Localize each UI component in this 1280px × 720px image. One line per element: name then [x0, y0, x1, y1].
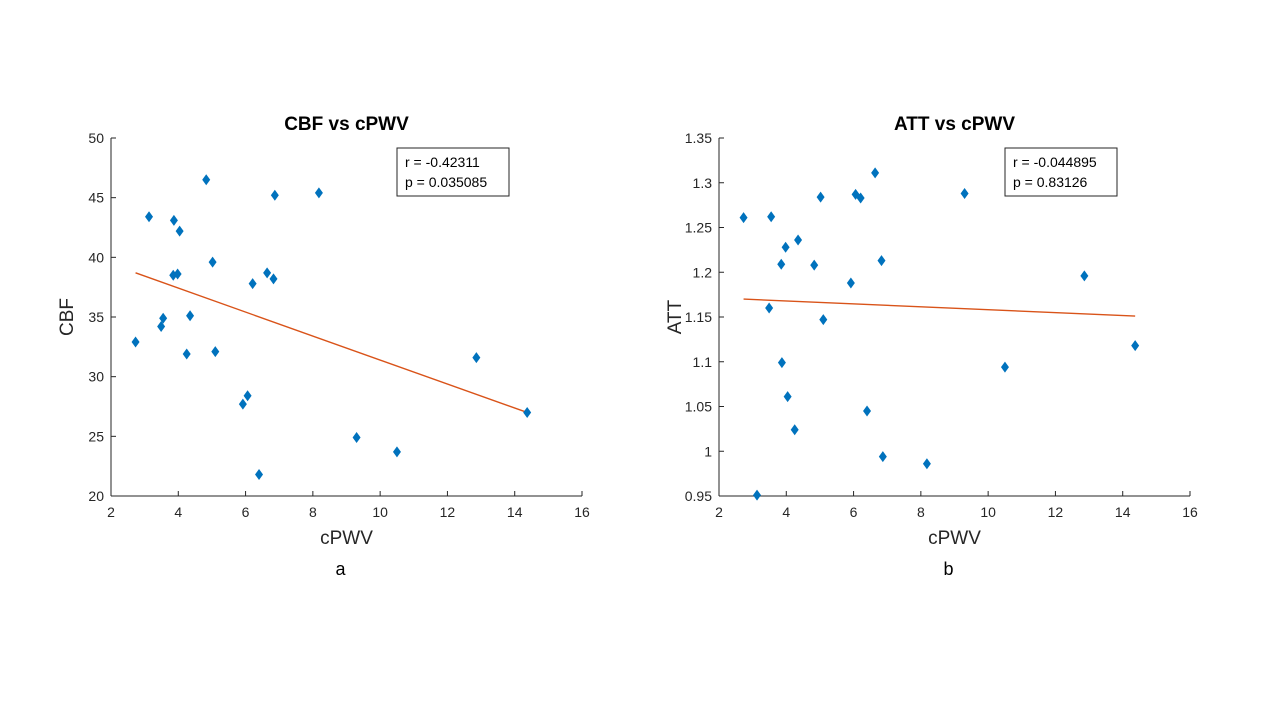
data-point: [157, 321, 166, 333]
data-point: [819, 314, 828, 326]
x-tick-label: 10: [372, 504, 388, 520]
data-point: [472, 352, 481, 364]
x-tick-label: 2: [107, 504, 115, 520]
chart-title: ATT vs cPWV: [894, 114, 1015, 135]
y-tick-label: 1: [704, 443, 712, 459]
data-point: [202, 174, 211, 186]
panel-label: a: [335, 559, 346, 579]
x-tick-label: 12: [440, 504, 456, 520]
chart-cbf-vs-cpwv: 2 4 6 8 10 12 14 16 20 25 30 35 40 45 50 CBF vs cPWV cPW…: [57, 114, 590, 579]
y-tick-label: 35: [88, 309, 104, 325]
data-point: [777, 258, 786, 270]
x-tick-label: 16: [574, 504, 590, 520]
data-point: [1080, 270, 1089, 282]
data-point: [186, 310, 195, 322]
x-tick-label: 14: [1115, 504, 1131, 520]
panel-label: b: [943, 559, 953, 579]
x-tick-label: 8: [917, 504, 925, 520]
data-point: [269, 273, 278, 285]
y-tick-label: 0.95: [685, 488, 712, 504]
data-point: [523, 406, 532, 418]
data-point: [783, 391, 792, 403]
x-tick-label: 4: [782, 504, 790, 520]
chart-title: CBF vs cPWV: [284, 114, 409, 135]
data-point: [765, 302, 774, 314]
y-tick-label: 40: [88, 249, 104, 265]
data-point: [753, 489, 762, 501]
x-tick-label: 10: [980, 504, 996, 520]
stats-r-value: r = -0.044895: [1013, 154, 1097, 170]
stats-box: [396, 147, 510, 197]
data-point: [159, 312, 168, 324]
y-axis-title: ATT: [665, 299, 686, 334]
data-point: [238, 398, 247, 410]
data-point: [145, 211, 154, 223]
fit-line: [135, 272, 528, 414]
data-point: [211, 346, 220, 358]
y-tick-label: 1.25: [685, 220, 712, 236]
x-tick-label: 12: [1048, 504, 1064, 520]
data-point: [175, 225, 184, 237]
data-point: [314, 187, 323, 199]
y-tick-label: 30: [88, 369, 104, 385]
data-point: [767, 211, 776, 223]
data-point: [794, 234, 803, 246]
data-point: [255, 469, 264, 481]
chart-att-vs-cpwv: 2 4 6 8 10 12 14 16 0.95 1 1.05 1.1 1.15 1.2 1.25 1.3 1.…: [665, 114, 1198, 579]
data-point: [173, 268, 182, 280]
data-point: [263, 267, 272, 279]
data-point: [846, 277, 855, 289]
y-axis-title: CBF: [57, 298, 78, 336]
data-point: [243, 390, 252, 402]
data-point: [877, 255, 886, 267]
x-tick-label: 6: [850, 504, 858, 520]
x-tick-label: 14: [507, 504, 523, 520]
data-point: [208, 256, 217, 268]
x-axis-title: cPWV: [320, 528, 373, 549]
data-point: [856, 192, 865, 204]
stats-box: [1004, 147, 1118, 197]
data-point: [739, 212, 748, 224]
y-tick-label: 20: [88, 488, 104, 504]
x-tick-label: 8: [309, 504, 317, 520]
y-tick-label: 45: [88, 190, 104, 206]
data-point: [1131, 340, 1140, 352]
data-point: [131, 336, 140, 348]
data-point: [960, 187, 969, 199]
stats-p-value: p = 0.035085: [405, 174, 487, 190]
data-point: [169, 214, 178, 226]
y-tick-label: 1.3: [693, 175, 713, 191]
stats-r-value: r = -0.42311: [405, 154, 480, 170]
x-tick-label: 2: [715, 504, 723, 520]
data-point: [810, 259, 819, 271]
data-point: [777, 357, 786, 369]
y-tick-label: 1.15: [685, 309, 712, 325]
fit-line: [743, 298, 1136, 317]
y-tick-label: 25: [88, 428, 104, 444]
stats-p-value: p = 0.83126: [1013, 174, 1088, 190]
x-tick-label: 6: [242, 504, 250, 520]
y-tick-label: 1.1: [693, 354, 713, 370]
data-point: [1000, 361, 1009, 373]
data-point: [878, 451, 887, 463]
data-point: [922, 458, 931, 470]
y-tick-label: 50: [88, 130, 104, 146]
data-point: [270, 189, 279, 201]
y-tick-label: 1.2: [693, 264, 713, 280]
data-point: [781, 241, 790, 253]
x-tick-label: 16: [1182, 504, 1198, 520]
data-point: [863, 405, 872, 417]
data-point: [248, 278, 257, 290]
y-tick-label: 1.05: [685, 399, 712, 415]
y-tick-label: 1.35: [685, 130, 712, 146]
data-point: [871, 167, 880, 179]
data-point: [352, 432, 361, 444]
x-tick-label: 4: [174, 504, 182, 520]
data-point: [816, 191, 825, 203]
x-axis-title: cPWV: [928, 528, 981, 549]
data-point: [182, 348, 191, 360]
data-point: [392, 446, 401, 458]
data-point: [790, 424, 799, 436]
